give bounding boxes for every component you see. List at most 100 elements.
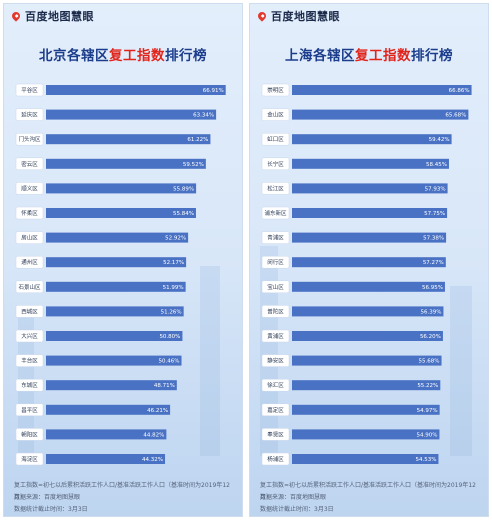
bar [46,183,197,194]
bar [46,454,166,464]
value-label: 56.39% [420,309,441,315]
bar [292,257,446,268]
logo-text: 百度地图慧眼 [271,10,340,23]
bar [292,380,441,391]
category-label-box [261,157,290,171]
bar [46,306,184,317]
category-label-box [15,255,44,269]
category-label-box [15,182,44,195]
chart-title: 北京各辖区复工指数排行榜 [4,44,242,64]
logo-text: 百度地图慧眼 [25,10,94,23]
category-label-box [15,280,44,294]
category-label-box [261,452,290,466]
bar [46,331,183,341]
category-label: 普陀区 [267,307,284,315]
category-label-box [261,428,290,441]
bar [292,183,448,194]
category-label: 杨浦区 [267,455,284,463]
beijing-ranking-panel: 百度地图慧眼 北京各辖区复工指数排行榜 平谷区 66.91% 延庆区 63.34% 门头… [3,3,243,517]
category-label: 嘉定区 [267,406,284,414]
value-label: 66.86% [449,88,470,94]
bar [292,331,443,341]
category-label-box [15,108,44,121]
bar [46,257,187,268]
category-label-box [15,305,44,318]
category-label: 松江区 [267,184,284,192]
category-label: 闵行区 [267,258,284,266]
category-label-box [261,132,290,146]
bar [46,208,196,218]
value-label: 50.80% [159,334,180,340]
value-label: 59.42% [429,137,450,143]
footnote-source: 数据来源：百度地图慧眼 [260,494,327,501]
value-label: 52.92% [165,236,186,242]
bar [292,429,440,440]
category-label: 昌平区 [21,407,38,414]
bar [292,208,448,218]
category-label-box [261,231,290,244]
bar [46,158,206,169]
value-label: 55.89% [173,186,194,192]
category-label: 门头沟区 [18,135,41,143]
title-prefix: 北京各辖区 [39,48,109,64]
category-label-box [261,280,290,294]
bar [46,109,217,120]
footnote-formula: 复工指数=初七以后累积活跃工作人口/基准活跃工作人口（基准时间为2019年12月… [14,482,230,501]
category-label-box [261,182,290,195]
category-label: 大兴区 [21,332,38,340]
category-label-box [261,206,290,220]
category-label: 青浦区 [267,234,284,242]
category-label-box [15,206,44,220]
category-label: 怀柔区 [21,209,38,217]
category-label-box [261,354,290,367]
title-highlight: 复工指数 [109,48,165,64]
bar [46,404,171,415]
value-label: 54.53% [415,457,436,463]
value-label: 51.99% [163,285,184,291]
category-label: 平谷区 [21,86,38,94]
category-label-box [261,305,290,318]
category-label: 房山区 [21,234,38,242]
category-label-box [261,378,290,392]
value-label: 44.82% [143,432,164,438]
value-label: 44.32% [142,457,163,463]
title-highlight: 复工指数 [355,48,411,64]
bar [292,158,449,169]
background-building [200,266,220,456]
value-label: 61.22% [187,137,208,143]
bar [46,281,186,292]
category-label-box [15,329,44,343]
category-label-box [261,83,290,97]
category-label-box [15,157,44,171]
logo: 百度地图慧眼 [10,9,94,23]
logo: 百度地图慧眼 [256,9,340,23]
value-label: 46.21% [147,408,168,414]
category-label: 静安区 [267,357,284,365]
category-label: 西城区 [21,308,38,315]
category-label-box [261,329,290,343]
value-label: 57.27% [423,260,444,266]
value-label: 55.22% [417,383,438,389]
category-label: 奉贤区 [267,430,284,438]
bar [292,306,444,317]
shanghai-ranking-panel: 百度地图慧眼 上海各辖区复工指数排行榜 崇明区 66.86% 金山区 65.68% 虹口… [249,3,489,517]
value-label: 52.17% [163,260,184,266]
category-label: 石景山区 [18,283,41,291]
category-label: 朝阳区 [21,430,38,438]
value-label: 57.93% [425,186,446,192]
value-label: 59.52% [183,162,204,168]
bar [46,355,182,366]
bar [46,429,167,440]
category-label: 海淀区 [21,455,38,463]
value-label: 50.46% [159,359,180,365]
category-label-box [15,403,44,417]
category-label-box [15,428,44,441]
bar [46,232,189,243]
value-label: 57.38% [423,236,444,242]
value-label: 65.68% [445,113,466,119]
bar [292,85,472,95]
category-label: 宝山区 [267,283,284,291]
bar [292,454,439,464]
footnote-source: 数据来源：百度地图慧眼 [14,494,81,501]
bar [46,85,226,95]
